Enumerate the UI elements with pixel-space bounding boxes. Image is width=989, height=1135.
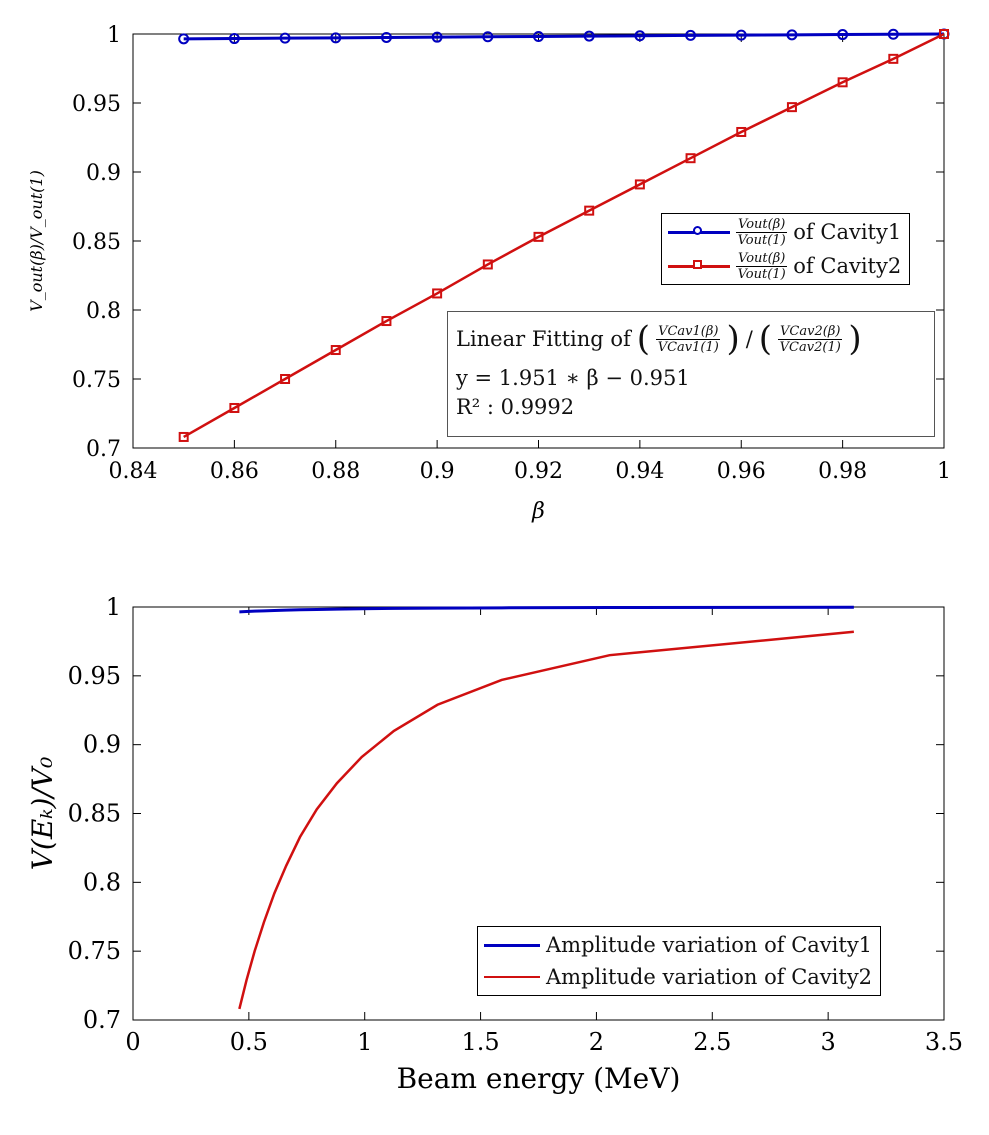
data-point-circle xyxy=(786,29,798,41)
x-tick-label: 0.88 xyxy=(311,459,360,484)
y-tick-label: 0.95 xyxy=(68,662,121,690)
x-tick-label: 0.86 xyxy=(210,459,259,484)
fit-fraction-2: VCav2(β) VCav2(1) xyxy=(778,323,843,355)
series-line-1 xyxy=(183,32,945,41)
x-tick-label: 0.98 xyxy=(818,459,867,484)
x-tick-label: 2 xyxy=(589,1028,604,1056)
series-line-2 xyxy=(183,32,945,439)
legend-item-cavity2: Vout(β) Vout(1) of Cavity2 xyxy=(668,249,901,283)
data-point-circle xyxy=(279,32,291,44)
fit-annotation: Linear Fitting of (VCav1(β) VCav1(1)) / (… xyxy=(447,311,935,437)
data-point-circle xyxy=(482,31,494,43)
legend-fraction: Vout(β) Vout(1) xyxy=(736,216,788,248)
x-tick-label: 1 xyxy=(357,1028,372,1056)
data-point-square xyxy=(837,77,848,88)
y-tick-label: 0.7 xyxy=(86,437,121,462)
data-point-square xyxy=(280,374,291,384)
legend-swatch-square-icon xyxy=(668,259,730,269)
data-point-circle xyxy=(583,30,595,42)
data-point-circle xyxy=(380,31,392,43)
data-point-square xyxy=(330,345,341,356)
x-tick-label: 0.96 xyxy=(717,459,766,484)
legend-item-cavity1: Vout(β) Vout(1) of Cavity1 xyxy=(668,215,901,249)
data-point-circle xyxy=(533,30,544,42)
y-tick-label: 0.85 xyxy=(68,800,121,828)
legend-item-cavity2: Amplitude variation of Cavity2 xyxy=(484,961,872,993)
legend-swatch-circle-icon xyxy=(668,225,730,235)
x-tick-label: 0.92 xyxy=(514,459,563,484)
y-tick-label: 0.95 xyxy=(72,92,121,117)
y-tick-label: 1 xyxy=(107,23,121,48)
data-point-square xyxy=(685,153,696,164)
y-tick-label: 0.9 xyxy=(83,731,121,759)
x-tick-label: 1.5 xyxy=(461,1028,499,1056)
y-tick-label: 0.7 xyxy=(83,1006,121,1034)
y-tick-label: 0.8 xyxy=(86,299,121,324)
legend-item-cavity1: Amplitude variation of Cavity1 xyxy=(484,929,872,961)
data-point-square xyxy=(533,231,544,242)
x-tick-label: 2.5 xyxy=(693,1028,731,1056)
x-tick-label: 1 xyxy=(937,459,951,484)
x-tick-label: 0 xyxy=(125,1028,140,1056)
legend-label: of Cavity1 xyxy=(793,220,902,244)
data-point-circle xyxy=(735,29,747,41)
fit-fraction-1: VCav1(β) VCav1(1) xyxy=(656,323,721,355)
series-line-2 xyxy=(238,630,854,1010)
legend-line-icon xyxy=(484,943,540,947)
bottom-legend: Amplitude variation of Cavity1 Amplitude… xyxy=(477,926,882,996)
data-point-circle xyxy=(685,29,697,41)
data-point-square xyxy=(178,431,189,442)
y-axis-label: V(Eₖ)/V₀ xyxy=(26,757,59,871)
legend-line-icon xyxy=(484,976,540,978)
y-tick-label: 0.85 xyxy=(72,230,121,255)
y-tick-label: 0.75 xyxy=(72,368,121,393)
legend-fraction: Vout(β) Vout(1) xyxy=(736,250,788,282)
data-point-circle xyxy=(330,32,342,44)
data-point-circle xyxy=(228,33,240,45)
x-tick-label: 0.84 xyxy=(109,459,158,484)
x-tick-label: 3 xyxy=(821,1028,836,1056)
y-tick-label: 1 xyxy=(106,593,121,621)
y-tick-label: 0.8 xyxy=(83,868,121,896)
legend-label: Amplitude variation of Cavity2 xyxy=(546,965,873,989)
data-point-circle xyxy=(431,31,443,43)
data-point-square xyxy=(482,259,493,270)
data-point-square xyxy=(229,402,240,413)
data-point-circle xyxy=(887,28,899,40)
legend-label: of Cavity2 xyxy=(793,254,902,278)
top-legend: Vout(β) Vout(1) of Cavity1 Vout(β) Vout(1)… xyxy=(661,213,911,285)
data-point-square xyxy=(888,53,899,64)
data-point-circle xyxy=(634,30,646,42)
legend-label: Amplitude variation of Cavity1 xyxy=(546,933,873,957)
x-axis-label: Beam energy (MeV) xyxy=(397,1062,681,1095)
y-axis-label: V_out(β)/V_out(1) xyxy=(27,170,46,312)
fit-equation: y = 1.951 ∗ β − 0.951 xyxy=(456,366,690,390)
y-tick-label: 0.75 xyxy=(68,937,121,965)
series-line-1 xyxy=(239,605,854,614)
data-point-square xyxy=(786,102,797,113)
data-point-square xyxy=(634,179,645,190)
x-axis-label: β xyxy=(531,499,545,524)
data-point-circle xyxy=(178,33,190,45)
data-point-square xyxy=(381,316,392,327)
data-point-square xyxy=(584,205,595,216)
data-point-square xyxy=(939,29,949,39)
x-tick-label: 0.9 xyxy=(420,459,455,484)
fit-r-squared: R² : 0.9992 xyxy=(456,395,575,419)
y-tick-label: 0.9 xyxy=(86,161,121,186)
x-tick-label: 0.5 xyxy=(230,1028,268,1056)
x-tick-label: 0.94 xyxy=(615,459,664,484)
data-point-circle xyxy=(837,29,849,41)
data-point-square xyxy=(736,126,747,137)
x-tick-label: 3.5 xyxy=(925,1028,963,1056)
data-point-square xyxy=(432,288,443,299)
fit-prefix: Linear Fitting of xyxy=(456,326,631,351)
